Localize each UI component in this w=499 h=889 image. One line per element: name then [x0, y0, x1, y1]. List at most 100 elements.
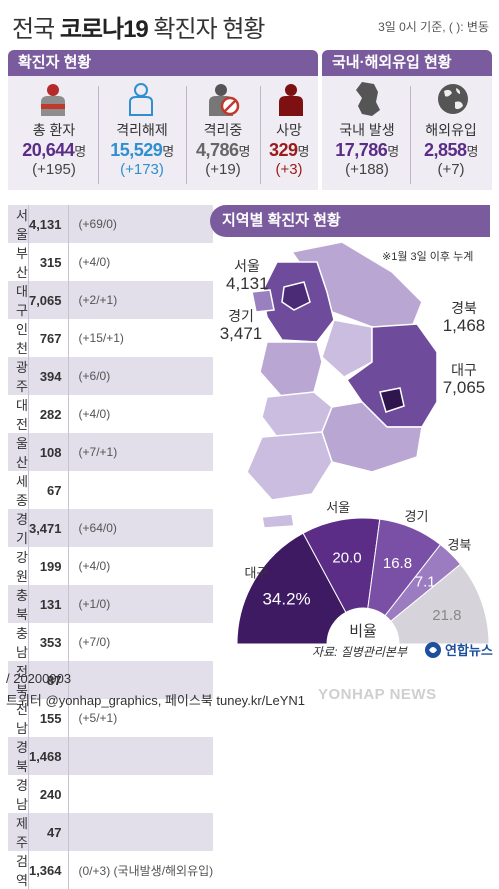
region-change: (+64/0) [67, 509, 214, 547]
stat-label: 격리해제 [116, 122, 168, 138]
stat-change: (+195) [32, 161, 76, 178]
region-name: 부산 [16, 246, 28, 280]
stat-label: 격리중 [203, 122, 243, 138]
table-row: 대구 7,065 (+2/+1) [8, 281, 214, 319]
region-change: (+4/0) [67, 243, 214, 281]
map-region-jeju [261, 513, 295, 529]
confirmed-panel: 확진자 현황 [8, 50, 318, 190]
region-change: (+7/0) [67, 623, 214, 661]
data-label: 21.8 [432, 607, 461, 624]
map-region-jeonnam [246, 431, 333, 501]
person-isolated-icon [209, 84, 240, 116]
category-label: 경북 [447, 537, 471, 552]
region-value: 3,471 [27, 509, 69, 547]
watermark: YONHAP NEWS [318, 686, 437, 703]
pie-slice-대구 [236, 532, 347, 645]
table-row: 인천 767 (+15/+1) [8, 319, 214, 357]
region-value: 108 [27, 433, 69, 471]
region-value: 67 [27, 471, 69, 509]
stat-isolated: 격리중 4,786명 (+19) [186, 120, 260, 178]
stat-value: 15,529명 [110, 140, 174, 160]
origin-panel-title: 국내·해외유입 현황 [322, 50, 492, 76]
region-name: 세종 [16, 474, 28, 508]
stat-value: 329명 [268, 140, 310, 160]
stat-value: 20,644명 [22, 140, 86, 160]
region-change [67, 813, 214, 851]
person-outline-blue-icon [129, 83, 153, 116]
region-change: (+69/0) [67, 205, 214, 243]
table-row: 경기 3,471 (+64/0) [8, 509, 214, 547]
stat-total: 총 환자 20,644명 (+195) [10, 120, 98, 178]
data-label: 20.0 [332, 549, 361, 566]
brand-logo: 연합뉴스 [424, 640, 493, 659]
table-row: 충남 353 (+7/0) [8, 623, 214, 661]
table-row: 세종 67 [8, 471, 214, 509]
region-change [67, 661, 214, 699]
chart-title: 비율 [349, 623, 377, 640]
region-change: (+4/0) [67, 547, 214, 585]
stat-imported: 해외유입 2,858명 (+7) [410, 120, 492, 178]
stat-value: 4,786명 [195, 140, 251, 160]
category-label: 대구 [244, 565, 268, 580]
stat-released: 격리해제 15,529명 (+173) [98, 120, 186, 178]
person-gray-icon [41, 84, 65, 116]
data-label: 34.2% [262, 589, 310, 608]
map-label-gyeongbuk: 경북 1,468 [442, 300, 486, 335]
region-value: 394 [27, 357, 69, 395]
region-table: 서울 4,131 (+69/0) 부산 315 (+4/0) 대구 7,065 (+2/+1) 인… [8, 205, 214, 889]
map-label-seoul: 서울 4,131 [226, 258, 269, 293]
stat-change: (+7) [437, 161, 465, 178]
map-region-chungnam [259, 341, 323, 398]
region-value: 240 [27, 775, 69, 813]
region-value: 1,364 [27, 851, 69, 889]
region-value: 4,131 [27, 205, 69, 243]
region-value: 199 [27, 547, 69, 585]
table-row: 경북 1,468 [8, 737, 214, 775]
table-row: 울산 108 (+7/+1) [8, 433, 214, 471]
region-change: (+4/0) [67, 395, 214, 433]
category-label: 경기 [405, 509, 429, 524]
stat-label: 국내 발생 [339, 122, 395, 138]
person-dark-red-icon [279, 84, 303, 116]
divider [410, 86, 411, 184]
map-region-incheon [251, 289, 275, 313]
region-value: 87 [27, 661, 69, 699]
divider [260, 86, 261, 184]
region-value: 131 [27, 585, 69, 623]
brand-name: 연합뉴스 [445, 643, 493, 658]
table-row: 강원 199 (+4/0) [8, 547, 214, 585]
map-note: ※1월 3일 이후 누계 [382, 251, 474, 263]
divider [186, 86, 187, 184]
region-name: 경북 [8, 737, 29, 775]
stat-change: (+19) [205, 161, 241, 178]
region-name: 서울 [8, 205, 29, 243]
table-row: 전북 87 [8, 661, 214, 699]
region-change: (+6/0) [67, 357, 214, 395]
map-title: 지역별 확진자 현황 [210, 205, 490, 237]
table-row: 경남 240 [8, 775, 214, 813]
region-name: 전북 [8, 661, 29, 699]
globe-icon [438, 84, 468, 114]
region-name: 대구 [8, 281, 29, 319]
region-change: (+7/+1) [67, 433, 214, 471]
region-change [67, 737, 214, 775]
map-label-gyeonggi: 경기 3,471 [219, 308, 263, 343]
data-label: 7.1 [415, 573, 436, 590]
region-name: 울산 [8, 433, 29, 471]
source-note: 자료: 질병관리본부 [312, 645, 407, 659]
region-value: 7,065 [27, 281, 69, 319]
map-label-daegu: 대구 7,065 [442, 362, 486, 397]
page-title: 전국 코로나19 확진자 현황 [12, 16, 266, 43]
table-row: 부산 315 (+4/0) [8, 243, 214, 281]
stat-value: 2,858명 [423, 140, 479, 160]
region-name: 인천 [16, 322, 28, 356]
region-change [67, 775, 214, 813]
region-change: (+1/0) [67, 585, 214, 623]
stat-label: 사망 [276, 122, 302, 138]
region-change: (+15/+1) [67, 319, 214, 357]
category-label: 서울 [326, 500, 350, 515]
region-value: 47 [27, 813, 69, 851]
region-name: 제주 [8, 813, 29, 851]
stat-deaths: 사망 329명 (+3) [260, 120, 318, 178]
yonhap-logo-icon [425, 641, 441, 658]
